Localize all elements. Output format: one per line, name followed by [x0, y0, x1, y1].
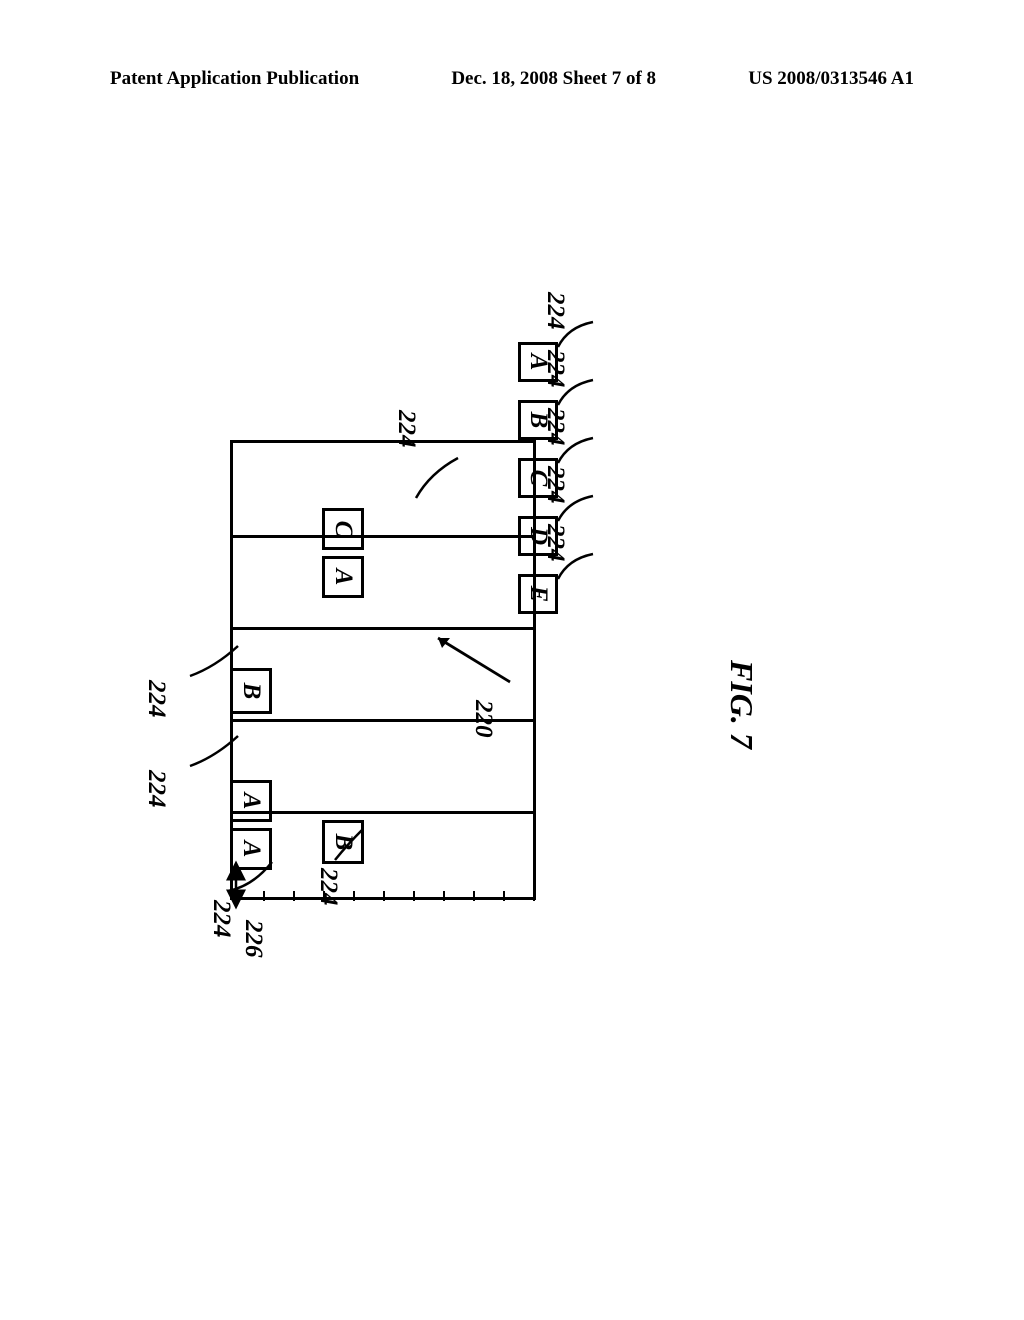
ref-224-legend-D: 224 — [541, 466, 569, 504]
leader-220-arrow — [420, 630, 520, 690]
ref-220: 220 — [469, 700, 497, 738]
tick — [383, 891, 385, 901]
ref-224-row4: 224 — [142, 680, 170, 718]
ref-224-legend-E: 224 — [541, 524, 569, 562]
figure-caption: FIG. 7 — [723, 660, 760, 749]
ref-224-row3: 224 — [142, 770, 170, 808]
row-div-1 — [233, 535, 533, 538]
leader-226-arrow — [233, 850, 273, 910]
header-center: Dec. 18, 2008 Sheet 7 of 8 — [451, 68, 656, 90]
row2-letter-C: C — [329, 521, 357, 538]
ref-224-legend-A: 224 — [541, 292, 569, 330]
ref-224-legend-C: 224 — [541, 408, 569, 446]
leader-224-row4 — [190, 642, 245, 682]
ref-224-row1: 224 — [207, 900, 235, 938]
row2-box-A: A — [322, 556, 364, 598]
ref-224-row5: 224 — [392, 410, 420, 448]
row2-letter-A: A — [329, 569, 357, 586]
leader-224-row2 — [335, 825, 375, 865]
leader-224-row3 — [190, 732, 245, 772]
figure-7: A 224 B 224 C 224 D 224 E 224 — [130, 280, 610, 980]
ref-224-legend-B: 224 — [541, 350, 569, 388]
row1-letter-B: B — [237, 683, 265, 700]
tick — [293, 891, 295, 901]
ref-224-row2: 224 — [314, 868, 342, 906]
row-div-4 — [233, 811, 533, 814]
tick — [443, 891, 445, 901]
ref-226: 226 — [239, 920, 267, 958]
leader-224-row5 — [410, 458, 470, 503]
row1-box-A2: A — [230, 780, 272, 822]
tick — [353, 891, 355, 901]
tick — [473, 891, 475, 901]
header-right: US 2008/0313546 A1 — [748, 68, 914, 90]
row2-box-C: C — [322, 508, 364, 550]
header-left: Patent Application Publication — [110, 68, 359, 90]
tick — [503, 891, 505, 901]
row1-letter-A2: A — [237, 793, 265, 810]
tick — [413, 891, 415, 901]
tick — [533, 891, 535, 901]
